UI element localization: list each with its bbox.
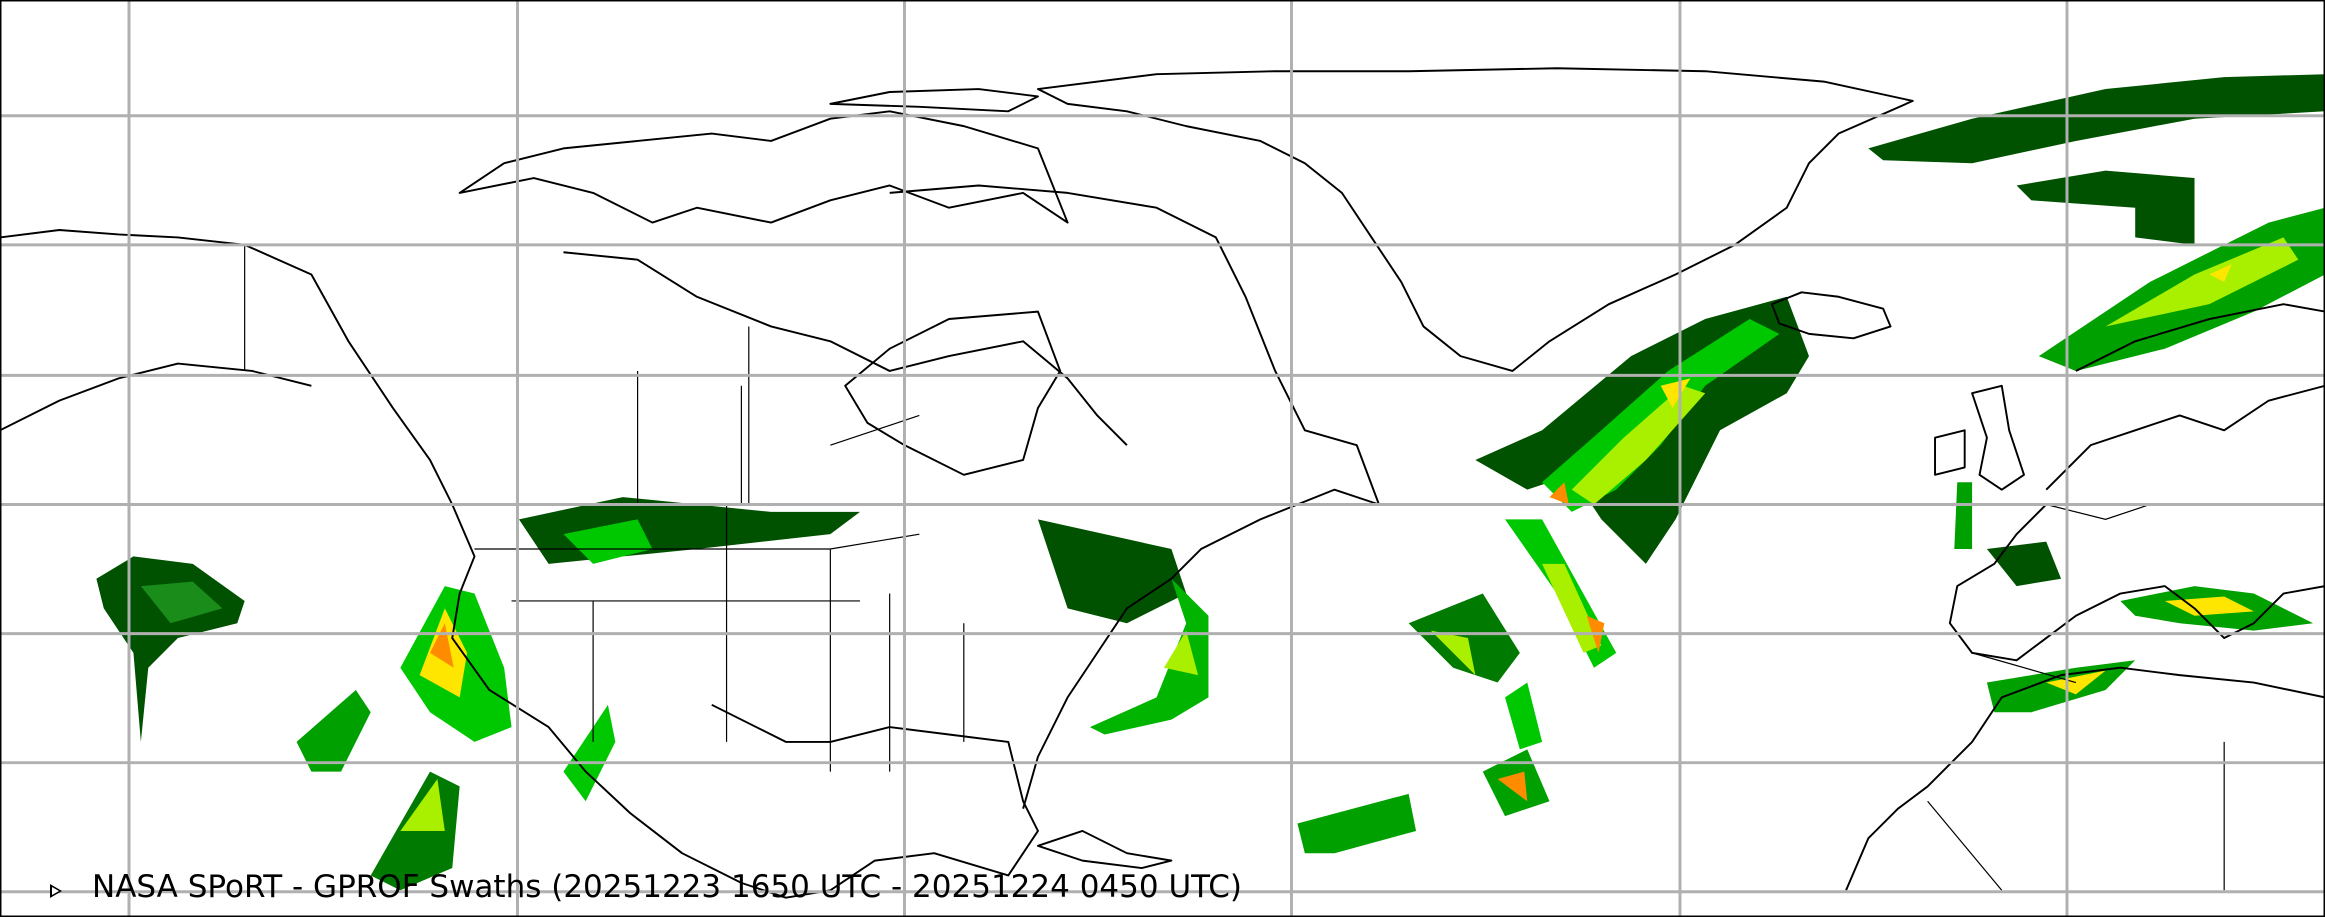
precip-atlantic [1297, 296, 1809, 854]
play-triangle-icon [50, 884, 62, 898]
coastline-greenland [1036, 67, 1914, 372]
coastline-north-america [0, 229, 1039, 899]
precip-europe [1868, 74, 2325, 713]
political-borders [244, 244, 2225, 891]
precipitation-swaths [96, 74, 2325, 891]
precip-california [296, 586, 616, 891]
coastline-caribbean [1036, 829, 1173, 869]
coastline-iceland [1770, 291, 1892, 340]
coastline-africa [1845, 666, 2325, 891]
coastline-europe [1948, 303, 2325, 662]
coastline-uk [1971, 384, 2025, 491]
precip-canada [518, 497, 1187, 624]
precip-east-coast [1089, 578, 1209, 735]
map-caption: NASA SPoRT - GPROF Swaths (20251223 1650… [92, 869, 1242, 905]
precip-pacific [96, 556, 245, 742]
coastlines [0, 67, 2325, 899]
coastline-hudson-bay [844, 310, 1062, 476]
coastline-arctic-islands [458, 110, 1069, 224]
